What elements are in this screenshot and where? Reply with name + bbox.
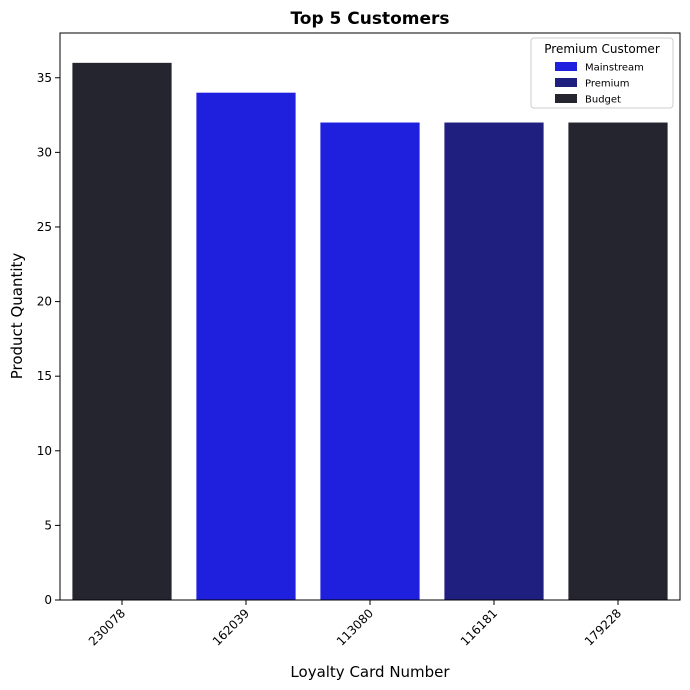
legend-box bbox=[530, 37, 674, 109]
chart-title: Top 5 Customers bbox=[290, 9, 449, 29]
legend: Premium Customer Mainstream Premium Budget bbox=[530, 37, 674, 109]
legend-label-budget: Budget bbox=[585, 95, 621, 106]
y-tick-label: 5 bbox=[44, 518, 52, 532]
bar-116181 bbox=[444, 122, 544, 601]
x-axis-label: Loyalty Card Number bbox=[290, 663, 450, 681]
y-axis-label: Product Quantity bbox=[8, 253, 26, 380]
bar-179228 bbox=[568, 122, 668, 601]
plot-area bbox=[72, 62, 668, 601]
bar-113080 bbox=[320, 122, 420, 601]
x-tick-label: 179228 bbox=[582, 606, 624, 648]
legend-swatch-mainstream bbox=[555, 62, 577, 71]
legend-swatch-budget bbox=[555, 94, 577, 103]
x-tick-label: 113080 bbox=[334, 606, 376, 648]
x-axis: 230078 162039 113080 116181 179228 bbox=[86, 600, 624, 649]
y-axis: 0 5 10 15 20 25 30 35 bbox=[37, 71, 60, 607]
legend-label-mainstream: Mainstream bbox=[585, 63, 644, 74]
y-tick-label: 20 bbox=[37, 295, 52, 309]
legend-swatch-premium bbox=[555, 78, 577, 87]
legend-title: Premium Customer bbox=[544, 42, 660, 56]
y-tick-label: 15 bbox=[37, 369, 52, 383]
bar-230078 bbox=[72, 62, 172, 601]
legend-label-premium: Premium bbox=[585, 79, 630, 90]
x-tick-label: 116181 bbox=[458, 606, 500, 648]
y-tick-label: 35 bbox=[37, 71, 52, 85]
y-tick-label: 0 bbox=[44, 593, 52, 607]
x-tick-label: 162039 bbox=[210, 606, 252, 648]
y-tick-label: 25 bbox=[37, 220, 52, 234]
x-tick-label: 230078 bbox=[86, 606, 128, 648]
y-tick-label: 30 bbox=[37, 145, 52, 159]
bar-162039 bbox=[196, 92, 296, 601]
y-tick-label: 10 bbox=[37, 444, 52, 458]
